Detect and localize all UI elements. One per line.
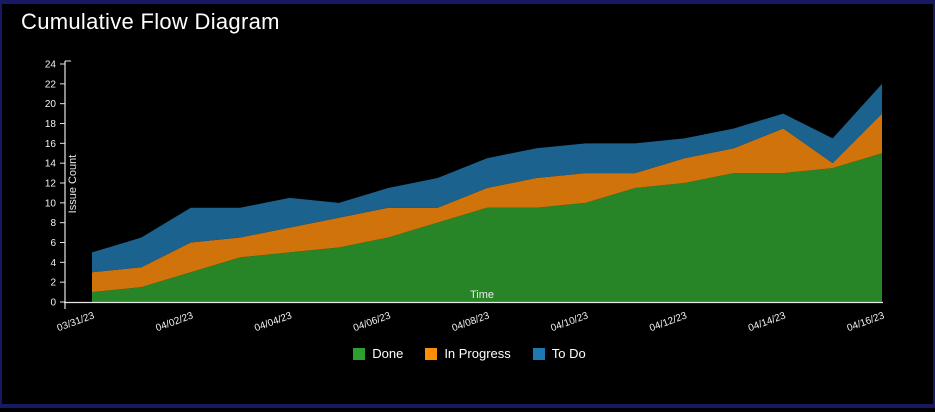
x-tick-label: 04/14/23 (747, 310, 788, 334)
x-tick-label: 04/16/23 (846, 310, 887, 334)
y-tick-label: 16 (45, 139, 57, 150)
legend-swatch-icon (353, 347, 366, 360)
legend-label: In Progress (444, 346, 511, 361)
legend-item-in-progress[interactable]: In Progress (425, 346, 511, 361)
y-tick-label: 8 (50, 218, 56, 229)
legend-swatch-icon (425, 347, 438, 360)
x-tick-label: 04/12/23 (648, 310, 689, 334)
legend-item-done[interactable]: Done (353, 346, 403, 361)
legend-label: Done (372, 346, 404, 361)
axes (64, 60, 883, 309)
legend-swatch-icon (532, 347, 545, 360)
y-tick-label: 12 (45, 179, 57, 190)
x-tick-label: 03/31/23 (56, 310, 97, 334)
area-in-progress (92, 113, 882, 293)
x-tick-label: 04/04/23 (253, 310, 294, 334)
x-axis-ticks: 03/31/23 04/02/23 04/04/23 04/06/23 04/08/23… (56, 310, 887, 334)
stacked-areas (92, 83, 882, 302)
chart-title: Cumulative Flow Diagram (21, 9, 280, 34)
legend-label: To Do (551, 346, 586, 361)
y-tick-label: 4 (50, 258, 56, 269)
y-tick-label: 14 (45, 159, 57, 170)
y-axis-title: Issue Count (67, 155, 79, 214)
x-tick-label: 04/02/23 (154, 310, 195, 334)
area-done (92, 153, 882, 302)
x-tick-label: 04/08/23 (451, 310, 492, 334)
x-axis-title: Time (470, 289, 494, 301)
chart-legend: Done In Progress To Do (2, 346, 935, 361)
y-tick-label: 2 (50, 278, 56, 289)
y-tick-label: 18 (45, 119, 57, 130)
y-tick-label: 22 (45, 79, 57, 90)
x-tick-label: 04/10/23 (549, 310, 590, 334)
x-tick-label: 04/06/23 (352, 310, 393, 334)
y-tick-label: 10 (45, 198, 57, 209)
y-tick-label: 24 (45, 60, 57, 71)
area-to-do (92, 83, 882, 273)
y-tick-label: 6 (50, 238, 56, 249)
y-tick-label: 20 (45, 99, 57, 110)
y-tick-label: 0 (50, 298, 56, 309)
legend-item-to-do[interactable]: To Do (532, 346, 586, 361)
